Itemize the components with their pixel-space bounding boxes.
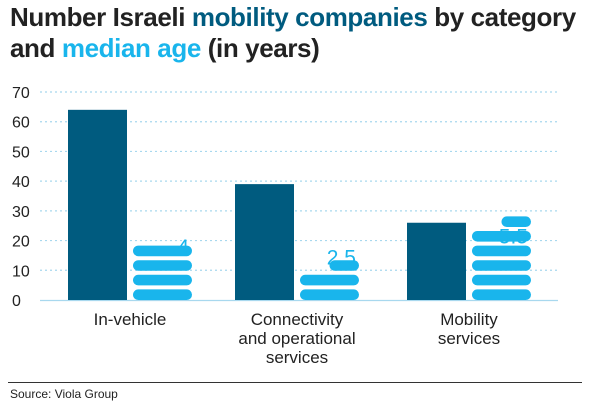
companies-bar (68, 109, 127, 300)
title-text: Number Israeli (10, 2, 192, 32)
median-age-label: 5.5 (499, 226, 528, 249)
title-text-post: (in years) (200, 33, 320, 63)
y-tick-label: 70 (12, 85, 30, 102)
y-tick-label: 20 (12, 234, 30, 251)
category-label: services (438, 329, 500, 348)
category-label: Mobility (440, 310, 498, 329)
category-label: Connectivity (251, 310, 344, 329)
y-tick-label: 50 (12, 144, 30, 161)
median-age-stripe (133, 260, 192, 271)
y-tick-label: 30 (12, 204, 30, 221)
category-label: services (266, 348, 328, 367)
y-tick-label: 40 (12, 174, 30, 191)
median-age-stripe-partial (329, 260, 359, 271)
y-tick-label: 60 (12, 115, 30, 132)
source-note: Source: Viola Group (10, 387, 118, 401)
title-highlight-median-age: median age (61, 33, 201, 63)
title-highlight-companies: mobility companies (191, 2, 428, 32)
median-age-stripe (472, 274, 531, 286)
median-age-stripe (472, 245, 531, 257)
median-age-label: 4 (177, 236, 189, 259)
median-age-label: 2.5 (327, 247, 356, 270)
median-age-stripe-partial (501, 216, 531, 227)
category-label: and operational (238, 329, 355, 348)
median-age-stripe (133, 274, 192, 286)
companies-bar (407, 222, 466, 300)
chart-title: Number Israeli mobility companies by cat… (10, 2, 585, 64)
median-age-stripe (472, 289, 531, 300)
median-age-stripe (133, 245, 192, 257)
y-tick-label: 0 (12, 293, 21, 310)
title-text-mid: by category and (10, 2, 576, 63)
median-age-stripe (300, 289, 359, 300)
median-age-stripe (133, 289, 192, 300)
median-age-stripe (472, 231, 531, 242)
median-age-stripe (472, 260, 531, 271)
y-tick-label: 10 (12, 263, 30, 280)
category-label: In-vehicle (94, 310, 167, 329)
companies-bar (235, 184, 294, 300)
median-age-stripe (300, 274, 359, 286)
